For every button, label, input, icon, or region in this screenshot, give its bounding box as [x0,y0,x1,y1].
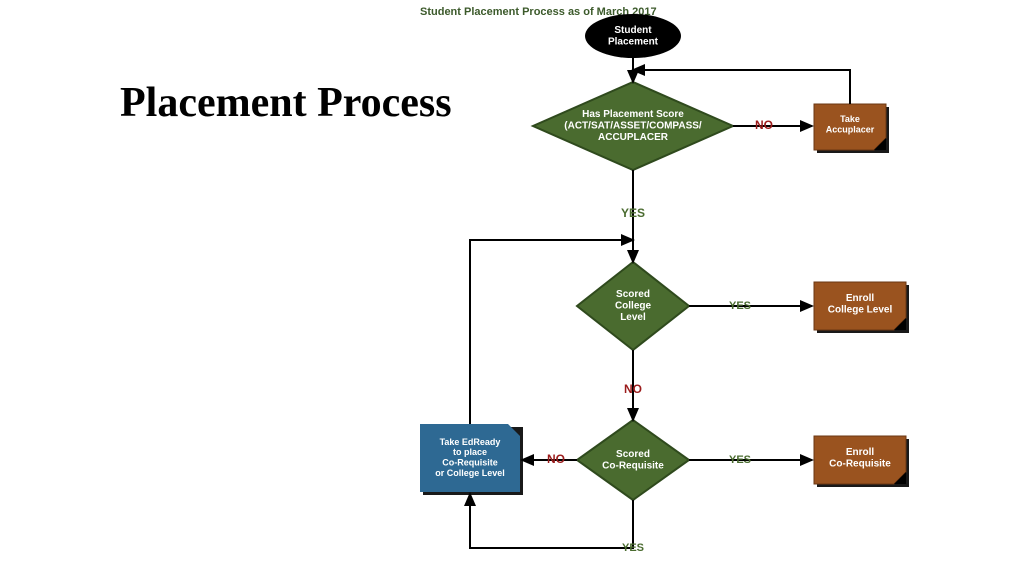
svg-text:YES: YES [729,454,751,466]
svg-text:NO: NO [624,382,642,396]
svg-text:YES: YES [621,206,645,220]
svg-text:Co-Requisite: Co-Requisite [829,458,891,469]
svg-text:Co-Requisite: Co-Requisite [602,460,664,471]
svg-text:YES: YES [622,542,644,554]
svg-text:Take EdReady: Take EdReady [440,437,501,447]
svg-text:Level: Level [620,312,646,323]
svg-text:Scored: Scored [616,289,650,300]
svg-text:(ACT/SAT/ASSET/COMPASS/: (ACT/SAT/ASSET/COMPASS/ [564,121,702,132]
flowchart: StudentPlacement Has Placement Score(ACT/… [0,0,1024,576]
svg-text:or College Level: or College Level [435,468,505,478]
svg-text:College: College [615,301,652,312]
svg-text:YES: YES [729,300,751,312]
svg-text:to place: to place [453,447,487,457]
svg-text:Enroll: Enroll [846,293,875,304]
svg-text:Placement: Placement [608,36,659,47]
svg-text:Student: Student [614,25,652,36]
svg-text:Accuplacer: Accuplacer [826,125,875,135]
svg-text:Take: Take [840,114,860,124]
svg-text:Has Placement Score: Has Placement Score [582,109,684,120]
svg-text:NO: NO [547,452,565,466]
svg-text:College Level: College Level [828,304,893,315]
svg-text:NO: NO [755,118,773,132]
svg-text:Co-Requisite: Co-Requisite [442,458,498,468]
svg-text:Scored: Scored [616,449,650,460]
svg-text:Enroll: Enroll [846,447,875,458]
svg-text:ACCUPLACER: ACCUPLACER [598,132,669,143]
